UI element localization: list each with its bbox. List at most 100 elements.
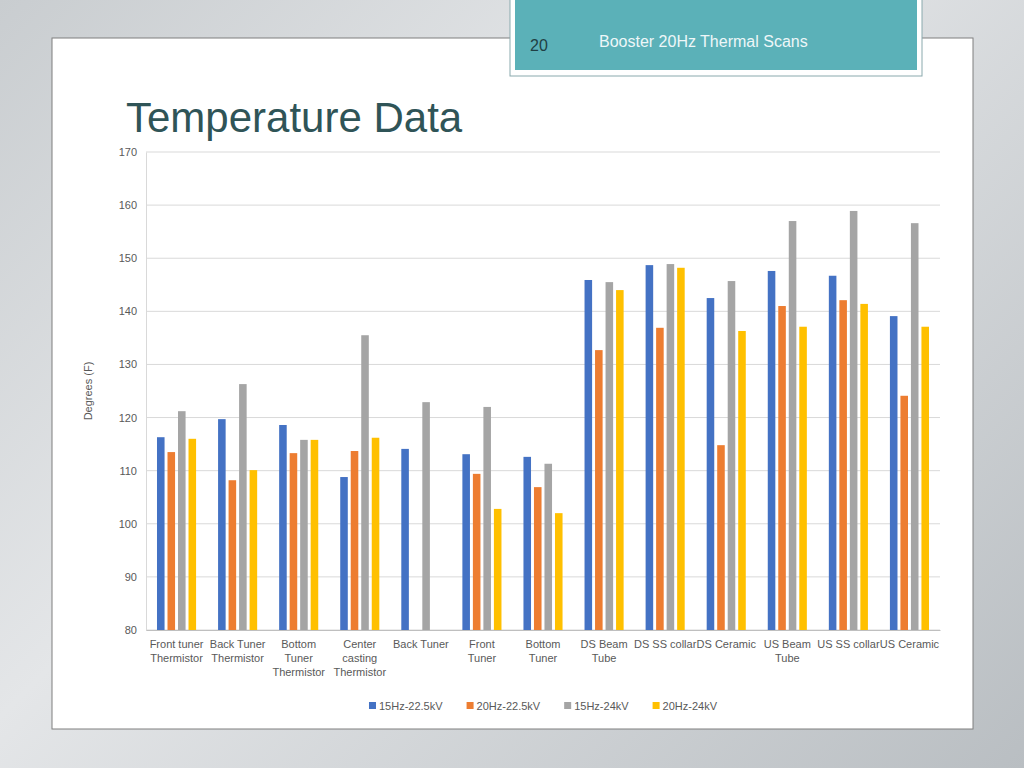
- bar: [850, 211, 858, 630]
- x-tick-label: Front tunerThermistor: [150, 638, 204, 664]
- x-tick-label: US Ceramic: [880, 638, 940, 650]
- bar: [778, 306, 786, 630]
- slide-panel: [52, 38, 973, 729]
- bar: [900, 396, 908, 630]
- bar: [768, 271, 776, 630]
- y-tick: 160: [119, 199, 146, 211]
- slide-number: 20: [530, 37, 548, 54]
- bar: [168, 452, 176, 630]
- legend-label: 15Hz-24kV: [574, 700, 629, 712]
- y-tick: 90: [125, 571, 146, 583]
- header-frame: [510, 0, 922, 76]
- legend-item: 20Hz-22.5kV: [467, 700, 541, 712]
- bar: [157, 437, 165, 630]
- bar: [585, 280, 593, 630]
- grid-line: [146, 470, 940, 471]
- x-tick-label: DS Ceramic: [697, 638, 757, 650]
- bar: [473, 474, 481, 630]
- y-tick: 100: [119, 518, 146, 530]
- bar-series: [168, 300, 908, 630]
- bar-series: [157, 265, 897, 630]
- bar: [422, 402, 430, 630]
- grid-line: [146, 258, 940, 259]
- header-text: Booster 20Hz Thermal Scans: [599, 33, 808, 50]
- bar: [799, 327, 807, 630]
- y-tick: 80: [125, 624, 146, 636]
- grid-line: [146, 205, 940, 206]
- y-tick-label: 130: [119, 358, 137, 370]
- y-tick-label: 170: [119, 146, 137, 158]
- bar: [829, 276, 837, 630]
- bar: [606, 282, 614, 630]
- y-tick: 130: [119, 358, 146, 370]
- bar: [351, 451, 359, 630]
- bar: [707, 298, 715, 630]
- y-axis-line: [146, 153, 147, 631]
- y-tick: 140: [119, 305, 146, 317]
- x-tick: BottomTunerThermistor: [272, 630, 325, 678]
- x-tick: DS SS collar: [634, 630, 697, 650]
- bar: [534, 487, 542, 630]
- bar-series: [189, 268, 929, 630]
- legend-swatch: [467, 702, 474, 709]
- x-tick-label: BottomTunerThermistor: [272, 638, 325, 679]
- bar: [311, 440, 319, 630]
- bar: [595, 350, 603, 630]
- x-tick-label: CentercastingThermistor: [333, 638, 386, 679]
- x-tick: US Ceramic: [880, 630, 940, 650]
- y-tick: 170: [119, 146, 146, 158]
- legend-swatch: [653, 702, 660, 709]
- y-axis-title: Degrees (F): [82, 362, 94, 421]
- y-tick-label: 90: [125, 571, 137, 583]
- legend-item: 20Hz-24kV: [653, 700, 718, 712]
- legend-swatch: [564, 702, 571, 709]
- x-tick: DS BeamTube: [581, 630, 628, 664]
- x-tick: Back Tuner: [393, 630, 449, 650]
- x-tick: Front tunerThermistor: [150, 630, 204, 664]
- x-tick-label: US BeamTube: [764, 638, 811, 664]
- bar: [789, 221, 797, 630]
- x-tick: US BeamTube: [764, 630, 811, 664]
- bar: [738, 331, 746, 630]
- bar: [372, 438, 380, 630]
- bar: [178, 411, 186, 630]
- bar: [300, 440, 308, 630]
- x-tick: BottomTuner: [526, 630, 561, 664]
- bar: [189, 439, 197, 630]
- bar: [921, 327, 929, 630]
- x-tick-label: Back Tuner: [393, 638, 449, 650]
- legend-item: 15Hz-22.5kV: [369, 700, 443, 712]
- bar: [555, 513, 563, 630]
- grid-line: [146, 152, 940, 153]
- legend-label: 20Hz-24kV: [663, 700, 718, 712]
- bar: [340, 477, 348, 630]
- grid-line: [146, 417, 940, 418]
- x-tick: DS Ceramic: [697, 630, 757, 650]
- y-tick: 110: [119, 465, 146, 477]
- y-tick-label: 120: [119, 412, 137, 424]
- bar: [728, 281, 736, 630]
- y-tick-label: 100: [119, 518, 137, 530]
- bar: [717, 445, 725, 630]
- x-tick: CentercastingThermistor: [333, 630, 386, 678]
- bar: [839, 300, 847, 630]
- x-tick-label: Back TunerThermistor: [210, 638, 266, 664]
- bar: [911, 223, 919, 630]
- x-tick: US SS collar: [817, 630, 880, 650]
- header-box: [515, 0, 917, 70]
- bar: [860, 304, 868, 630]
- grid: [146, 152, 940, 630]
- x-axis: Front tunerThermistorBack TunerThermisto…: [147, 630, 941, 678]
- bar: [250, 470, 258, 630]
- y-tick: 120: [119, 412, 146, 424]
- x-tick-label: FrontTuner: [468, 638, 497, 664]
- bar: [401, 449, 409, 630]
- legend-swatch: [369, 702, 376, 709]
- bar: [523, 457, 531, 630]
- bar: [462, 454, 470, 630]
- bar: [616, 290, 624, 630]
- y-tick: 150: [119, 252, 146, 264]
- x-tick-label: DS BeamTube: [581, 638, 628, 664]
- x-tick-label: DS SS collar: [634, 638, 697, 650]
- x-tick-label: BottomTuner: [526, 638, 561, 664]
